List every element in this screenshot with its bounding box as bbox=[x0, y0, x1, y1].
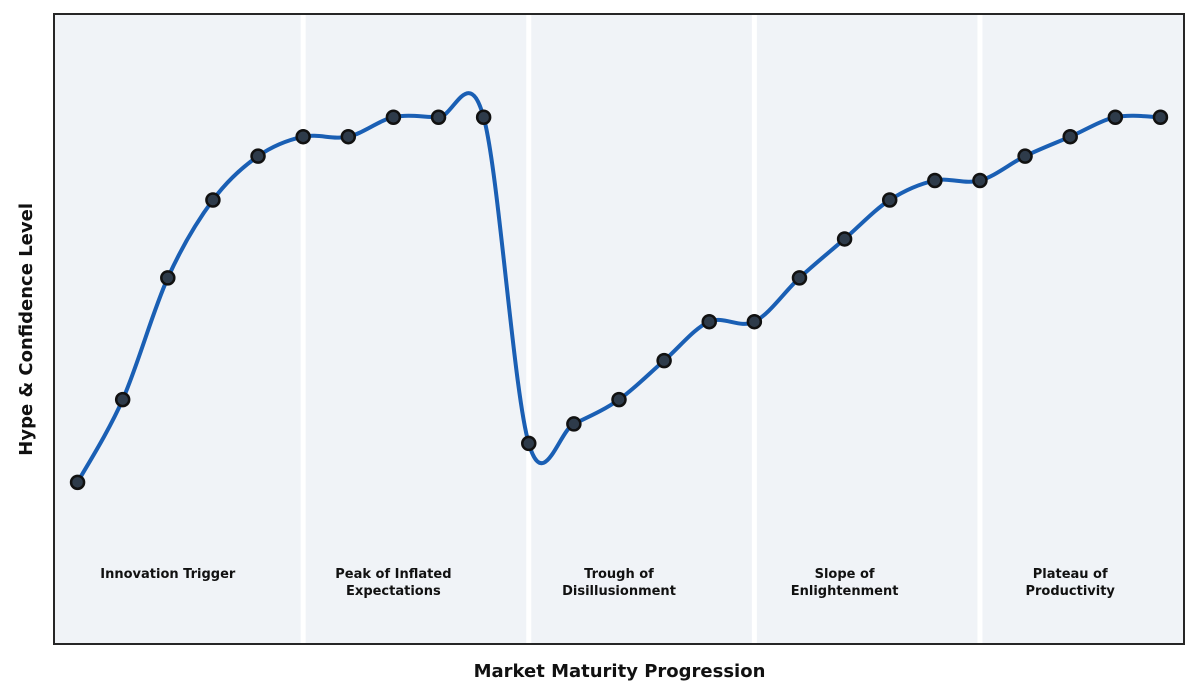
data-point bbox=[385, 109, 402, 125]
phase-divider bbox=[300, 15, 306, 643]
phase-label-peak-of-inflated-expectations: Peak of Inflated Expectations bbox=[335, 566, 451, 600]
data-point bbox=[566, 416, 582, 432]
data-point bbox=[430, 109, 447, 125]
y-axis-label-wrap: Hype & Confidence Level bbox=[8, 15, 44, 643]
phase-label-line: Slope of bbox=[814, 567, 875, 582]
data-point bbox=[701, 313, 717, 330]
data-point bbox=[1152, 109, 1169, 125]
data-point bbox=[114, 391, 131, 408]
data-point bbox=[521, 435, 537, 452]
data-point bbox=[881, 192, 898, 208]
plot-area: Innovation Trigger Peak of Inflated Expect… bbox=[53, 13, 1185, 645]
phase-label-line: Trough of bbox=[584, 567, 654, 582]
phase-label-line: Enlightenment bbox=[790, 584, 899, 599]
phase-labels: Innovation Trigger Peak of Inflated Expect… bbox=[55, 15, 1183, 643]
data-point bbox=[836, 231, 853, 247]
data-point bbox=[340, 128, 357, 145]
phase-label-plateau-of-productivity: Plateau of Productivity bbox=[1025, 566, 1114, 600]
x-axis-label: Market Maturity Progression bbox=[473, 661, 766, 682]
data-point bbox=[250, 148, 266, 164]
data-point bbox=[972, 172, 988, 189]
phase-label-line: Disillusionment bbox=[562, 584, 676, 599]
data-point bbox=[1062, 128, 1078, 145]
phase-label-line: Plateau of bbox=[1032, 567, 1108, 582]
data-point bbox=[656, 352, 672, 369]
data-point bbox=[475, 109, 492, 125]
data-point bbox=[927, 172, 943, 189]
phase-label-trough-of-disillusionment: Trough of Disillusionment bbox=[562, 566, 676, 600]
phase-divider bbox=[977, 15, 983, 643]
phase-label-line: Expectations bbox=[346, 584, 441, 599]
phase-label-innovation-trigger: Innovation Trigger bbox=[100, 566, 235, 583]
phase-label-line: Productivity bbox=[1025, 584, 1115, 599]
phase-divider bbox=[526, 15, 532, 643]
data-point bbox=[746, 313, 763, 330]
data-point bbox=[611, 391, 627, 408]
data-point bbox=[69, 474, 86, 491]
hype-curve bbox=[75, 91, 1163, 485]
data-point bbox=[1017, 148, 1033, 164]
curve-canvas bbox=[69, 15, 1169, 643]
phase-label-line: Peak of Inflated bbox=[335, 567, 452, 582]
y-axis-label: Hype & Confidence Level bbox=[15, 202, 37, 456]
data-point bbox=[160, 270, 176, 286]
phase-label-line: Innovation Trigger bbox=[100, 567, 236, 582]
data-point bbox=[295, 128, 311, 145]
data-point bbox=[791, 270, 808, 286]
data-point bbox=[205, 192, 221, 208]
data-point bbox=[1107, 109, 1124, 125]
phase-label-slope-of-enlightenment: Slope of Enlightenment bbox=[791, 566, 899, 600]
